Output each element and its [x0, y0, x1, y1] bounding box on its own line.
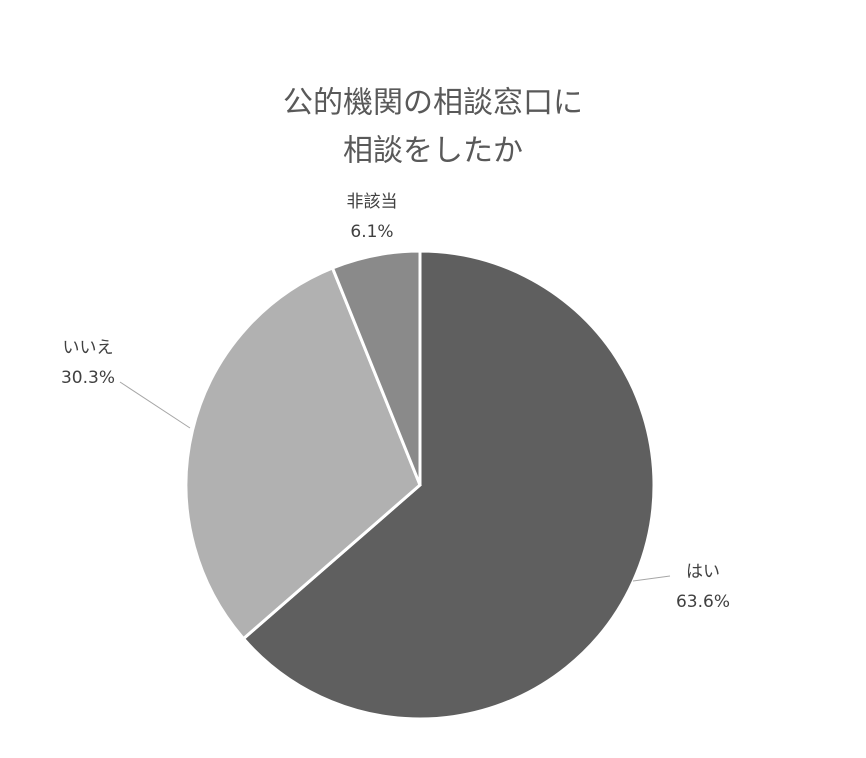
leader-line: [632, 575, 671, 582]
pie-slice: [241, 249, 656, 721]
chart-title: 相談をしたか: [343, 134, 523, 169]
data-label-value: 63.6%: [676, 592, 730, 612]
data-label-name: はい: [686, 562, 720, 582]
data-label-value: 30.3%: [61, 368, 115, 388]
data-label-name: いいえ: [63, 338, 114, 358]
pie-slice: [330, 249, 422, 486]
data-label-value: 6.1%: [350, 222, 393, 242]
data-label-name: 非該当: [347, 192, 398, 212]
leader-line: [119, 381, 191, 429]
pie-slice: [184, 266, 422, 641]
chart-title: 公的機関の相談窓口に: [283, 86, 583, 121]
